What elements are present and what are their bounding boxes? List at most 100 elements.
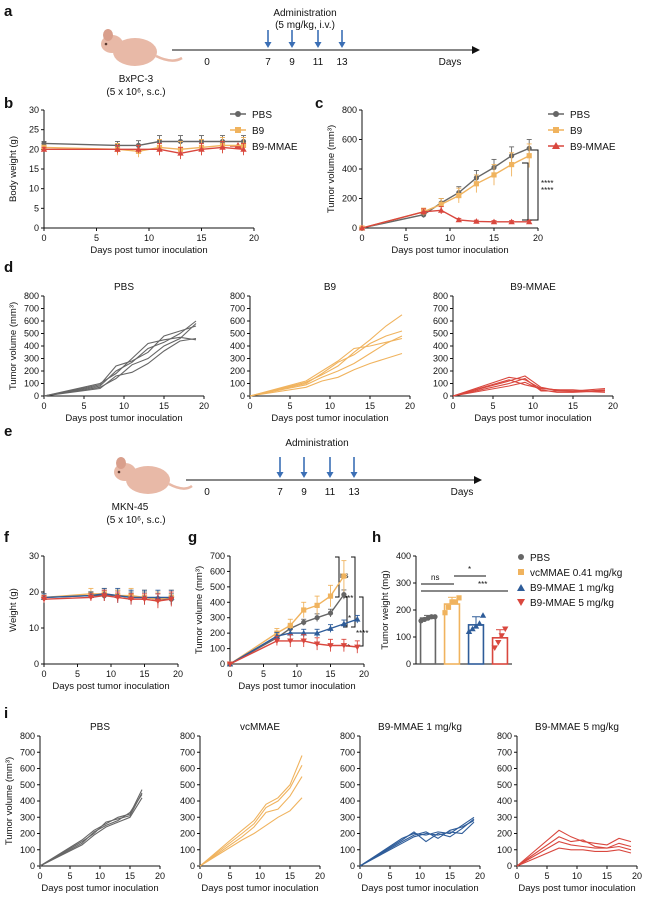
- d2-title: B9: [324, 282, 337, 293]
- b-series-2-point: [156, 146, 163, 152]
- g-series-2-point: [354, 616, 361, 622]
- i4-series-1-line: [516, 836, 632, 867]
- i3-title: B9-MMAE 1 mg/kg: [378, 722, 462, 733]
- h-y-tick-label: 100: [396, 632, 411, 642]
- d3-x-axis-label: Days post tumor inoculation: [474, 413, 591, 424]
- d2-series-1-line: [249, 335, 403, 397]
- admin-dose-a: (5 mg/kg, i.v.): [275, 20, 335, 31]
- d1-y-tick-label: 600: [24, 316, 39, 326]
- g-series-2-point: [327, 625, 334, 631]
- b-series-2-point: [240, 146, 247, 152]
- b-x-tick-label: 5: [94, 233, 99, 243]
- i3-y-tick-label: 300: [340, 812, 355, 822]
- i4-series-3-line: [516, 847, 632, 867]
- timeline-day-e-2: 11: [325, 487, 336, 498]
- f-x-tick-label: 15: [139, 669, 149, 679]
- significance-c: **** ****: [522, 149, 553, 221]
- f-series-3-point: [87, 595, 95, 601]
- c-series-2-point: [490, 218, 498, 225]
- g-series-0-point: [314, 615, 320, 621]
- arrows-a-arrow-1-head: [288, 42, 296, 48]
- b-series-2-point: [114, 146, 121, 152]
- f-y-tick-label: 20: [29, 587, 39, 597]
- d3-x-tick-label: 5: [490, 401, 495, 411]
- i1-series-3-line: [39, 797, 143, 867]
- g-series-3-point: [340, 643, 348, 649]
- c-series-2-point: [358, 224, 366, 231]
- i2-x-tick-label: 15: [285, 871, 295, 881]
- arrows-e-arrow-1-head: [300, 472, 308, 478]
- i3-series-1-line: [359, 820, 475, 867]
- c-x-tick-label: 10: [445, 233, 455, 243]
- g-series-0-point: [301, 619, 307, 625]
- legend-c: PBS B9 B9-MMAE: [548, 110, 616, 153]
- i4-y-tick-label: 700: [497, 747, 512, 757]
- i3-x-tick-label: 0: [357, 871, 362, 881]
- i1-x-tick-label: 15: [125, 871, 135, 881]
- d2-x-tick-label: 20: [405, 401, 415, 411]
- h-bar-3-point: [502, 626, 509, 633]
- f-y-axis-label: Weight (g): [8, 588, 19, 632]
- d3-y-tick-label: 0: [443, 391, 448, 401]
- h-bar-2-point: [479, 612, 487, 618]
- h-bar-3-point: [495, 640, 502, 646]
- h-bar-1-point: [442, 610, 448, 616]
- d2-series-0-line: [249, 314, 403, 397]
- i1-y-tick-label: 600: [20, 764, 35, 774]
- b-y-tick-label: 0: [34, 223, 39, 233]
- g-x-tick-label: 20: [359, 669, 369, 679]
- h-bar-1-point: [449, 599, 455, 605]
- sig-c-bottom: ****: [541, 186, 553, 195]
- h-bar-2-point: [465, 628, 473, 634]
- d2-x-tick-label: 5: [287, 401, 292, 411]
- b-x-tick-label: 10: [144, 233, 154, 243]
- d1-y-tick-label: 700: [24, 304, 39, 314]
- g-x-tick-label: 5: [261, 669, 266, 679]
- g-y-tick-label: 600: [210, 566, 225, 576]
- admin-title-a: Administration: [273, 8, 336, 19]
- i1-y-tick-label: 300: [20, 812, 35, 822]
- g-series-2-line: [229, 618, 358, 665]
- d1-series-4-line: [43, 336, 197, 397]
- legend-h: PBS vcMMAE 0.41 mg/kg B9-MMAE 1 mg/kg B9…: [517, 553, 622, 609]
- legend-h-item-1: vcMMAE 0.41 mg/kg: [530, 568, 622, 579]
- d3-x-tick-label: 15: [568, 401, 578, 411]
- timeline-day-e-0: 7: [277, 487, 283, 498]
- i1-title: PBS: [90, 722, 110, 733]
- b-series-0-line: [43, 140, 244, 147]
- h-y-tick-label: 300: [396, 578, 411, 588]
- i2-y-tick-label: 300: [180, 812, 195, 822]
- d1-x-tick-label: 10: [119, 401, 129, 411]
- panel-label-i: i: [4, 705, 8, 722]
- i3-x-tick-label: 10: [415, 871, 425, 881]
- inoculation-a: (5 x 10⁶, s.c.): [106, 87, 165, 98]
- g-series-1-point: [341, 573, 347, 579]
- g-series-3-point: [313, 641, 321, 648]
- g-x-axis-label: Days post tumor inoculation: [238, 681, 355, 692]
- timeline-arrowhead-a: [472, 46, 480, 54]
- i4-x-axis-label: Days post tumor inoculation: [518, 883, 635, 894]
- i3-y-tick-label: 700: [340, 747, 355, 757]
- b-x-tick-label: 15: [196, 233, 206, 243]
- g-series-3-point: [226, 661, 234, 668]
- admin-title-e: Administration: [285, 438, 348, 449]
- i1-y-tick-label: 700: [20, 747, 35, 757]
- i2-series-0-line: [199, 755, 303, 867]
- d2-x-tick-label: 0: [247, 401, 252, 411]
- d3-y-tick-label: 400: [433, 341, 448, 351]
- sig-g-3: *: [348, 614, 351, 623]
- g-series-1-point: [301, 607, 307, 613]
- c-x-axis-label: Days post tumor inoculation: [391, 245, 508, 256]
- i1-y-axis-label: Tumor volume (mm³): [4, 757, 15, 845]
- i4-series-2-line: [516, 841, 632, 867]
- dose-arrows-a: [264, 30, 346, 48]
- d3-x-tick-label: 20: [608, 401, 618, 411]
- d1-x-tick-label: 20: [199, 401, 209, 411]
- i1-x-tick-label: 5: [67, 871, 72, 881]
- b-series-2-point: [135, 146, 142, 152]
- h-y-tick-label: 0: [406, 659, 411, 669]
- i3-x-tick-label: 20: [475, 871, 485, 881]
